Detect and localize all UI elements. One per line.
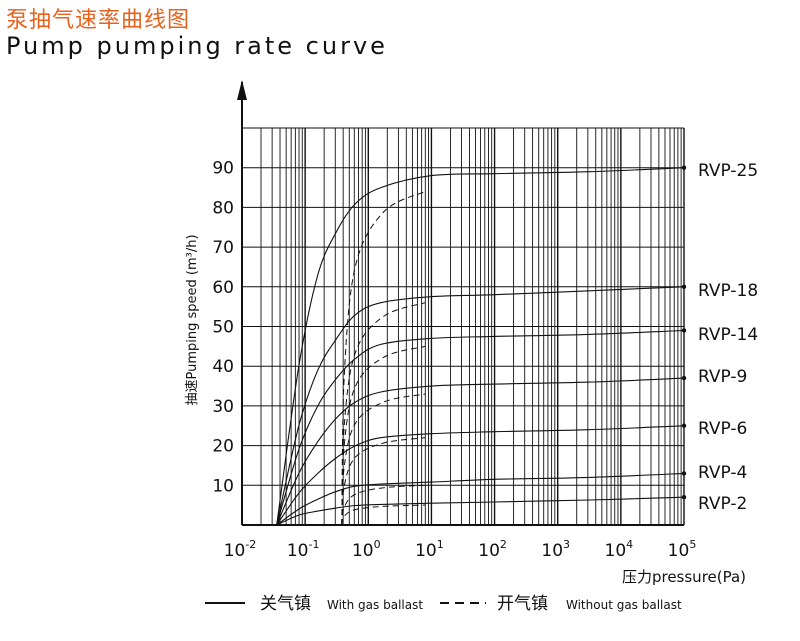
x-tick-label: 10-1: [287, 538, 320, 561]
curve-rvp-4-gas-ballast-closed: [276, 472, 685, 526]
series-end-dot: [681, 328, 687, 333]
curve-rvp-25-gas-ballast-open: [341, 191, 426, 526]
y-tick-label: 30: [212, 397, 234, 417]
legend-dashed-label-cn: 开气镇: [497, 594, 548, 614]
series-end-dot: [681, 165, 687, 170]
curve-rvp-14-gas-ballast-closed: [276, 329, 685, 526]
grid: [241, 127, 685, 525]
x-tick-label: 104: [605, 538, 634, 561]
series-labels: RVP-25 RVP-18 RVP-14 RVP-9 RVP-6 RVP-4 RVP-2: [681, 161, 758, 514]
axes: [237, 80, 684, 526]
x-tick-label: 105: [668, 538, 697, 561]
y-tick-label: 10: [212, 476, 234, 496]
x-tick-label: 101: [415, 538, 444, 561]
curves: [276, 167, 685, 526]
series-end-dot: [681, 375, 687, 381]
x-tick-labels: 10-2 10-1 100 101 102 103 104 105: [224, 538, 697, 561]
y-tick-label: 70: [212, 238, 234, 258]
y-tick-label: 90: [212, 159, 234, 179]
series-label-rvp-14: RVP-14: [698, 325, 758, 345]
curve-rvp-14-gas-ballast-open: [341, 345, 426, 526]
x-tick-label: 100: [352, 538, 381, 561]
series-end-dot: [681, 495, 687, 500]
curve-rvp-6-gas-ballast-closed: [276, 425, 685, 526]
x-tick-label: 102: [478, 538, 507, 561]
series-end-dot: [681, 423, 687, 428]
x-tick-label: 103: [541, 538, 570, 561]
y-axis-arrow: [237, 80, 247, 100]
series-label-rvp-9: RVP-9: [698, 367, 747, 387]
series-label-rvp-6: RVP-6: [698, 419, 747, 439]
y-tick-label: 40: [212, 357, 234, 377]
legend: 关气镇 With gas ballast 开气镇 Without gas bal…: [205, 594, 682, 614]
series-label-rvp-18: RVP-18: [698, 281, 758, 301]
curve-rvp-4-gas-ballast-open: [341, 484, 426, 526]
series-label-rvp-4: RVP-4: [698, 463, 747, 483]
curve-rvp-25-gas-ballast-closed: [276, 167, 685, 526]
y-tick-label: 20: [212, 437, 234, 457]
series-end-dot: [681, 284, 687, 289]
curve-rvp-6-gas-ballast-open: [341, 437, 426, 526]
y-axis-label: 抽速Pumping speed (m³/h): [185, 234, 200, 405]
series-label-rvp-2: RVP-2: [698, 494, 747, 514]
curve-rvp-2-gas-ballast-open: [341, 504, 426, 526]
y-tick-label: 60: [212, 278, 234, 298]
y-tick-labels: 10 20 30 40 50 60 70 80 90: [212, 159, 234, 497]
curve-rvp-18-gas-ballast-closed: [276, 286, 685, 526]
curve-rvp-9-gas-ballast-open: [341, 393, 426, 526]
legend-solid-label-en: With gas ballast: [327, 598, 423, 612]
legend-solid-label-cn: 关气镇: [260, 594, 311, 614]
legend-dashed-label-en: Without gas ballast: [566, 598, 682, 612]
x-tick-label: 10-2: [224, 538, 257, 561]
y-tick-label: 80: [212, 198, 234, 218]
curve-rvp-9-gas-ballast-closed: [276, 377, 685, 526]
series-label-rvp-25: RVP-25: [698, 161, 758, 181]
x-axis-label: 压力pressure(Pa): [622, 568, 746, 586]
y-tick-label: 50: [212, 318, 234, 338]
curve-rvp-2-gas-ballast-closed: [276, 496, 685, 526]
series-end-dot: [681, 471, 687, 476]
chart-title-english: Pump pumping rate curve: [6, 32, 388, 60]
chart-title-chinese: 泵抽气速率曲线图: [6, 8, 191, 33]
